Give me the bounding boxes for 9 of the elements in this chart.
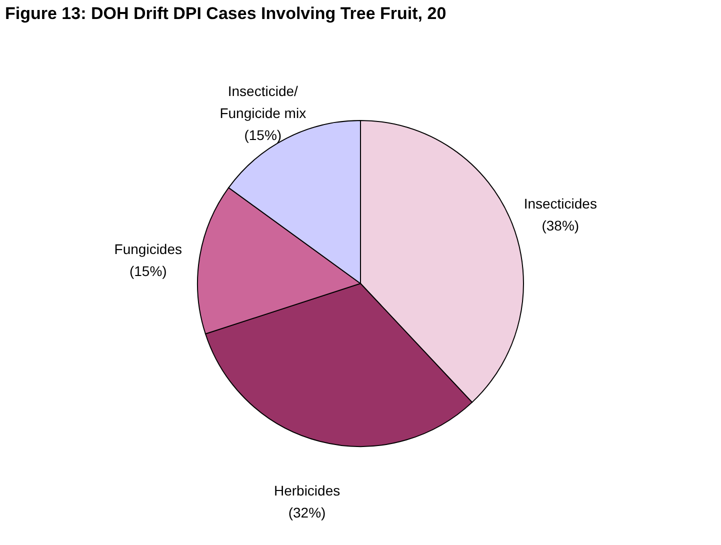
data-label: (15%)	[244, 126, 282, 143]
chart-title: Figure 13: DOH Drift DPI Cases Involving Tree Fruit, 20	[5, 4, 446, 23]
slice-label: Herbicides	[274, 482, 340, 499]
data-label: (15%)	[129, 262, 167, 279]
data-label: (38%)	[542, 217, 580, 234]
slice-label: Insecticides	[524, 195, 597, 212]
data-label: (32%)	[288, 504, 326, 521]
slice-label: Fungicides	[114, 240, 182, 257]
slice-label: Insecticide/ Fungicide mix	[220, 82, 306, 121]
